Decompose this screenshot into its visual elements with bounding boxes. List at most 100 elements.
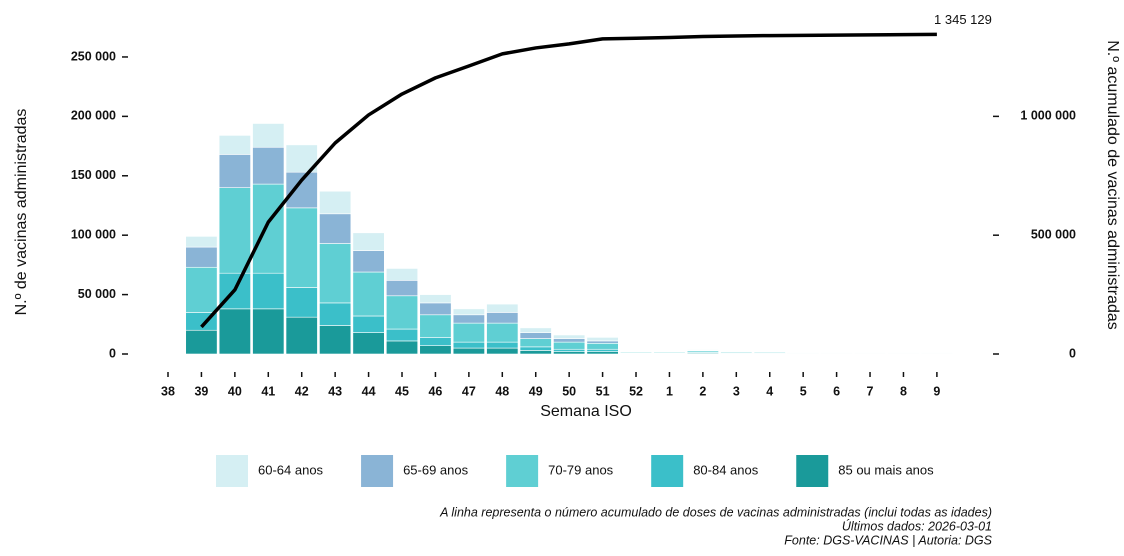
legend-swatch (506, 455, 539, 487)
bar-segment (553, 351, 586, 355)
y-tick-label: 150 000 (71, 168, 116, 182)
legend-swatch (216, 455, 248, 487)
x-tick-label: 9 (933, 384, 940, 398)
bar-segment (553, 334, 586, 339)
legend-label: 65-69 anos (403, 462, 469, 477)
bar-segment (419, 314, 452, 338)
y-tick-label: 250 000 (71, 49, 116, 63)
bar-segment (486, 341, 519, 349)
bar-segment (419, 345, 452, 355)
bar-segment (586, 340, 619, 344)
bar-segment (385, 340, 419, 355)
x-tick-label: 42 (295, 384, 309, 398)
x-tick-label: 50 (562, 384, 576, 398)
legend-label: 60-64 anos (258, 462, 324, 477)
legend-swatch (796, 455, 829, 487)
bar-segment (185, 329, 218, 355)
y-tick-label: 0 (109, 346, 116, 360)
bar-segment (185, 266, 218, 313)
bar-segment (285, 287, 318, 318)
value-label: 1 345 129 (934, 12, 992, 27)
bar-segment (486, 322, 519, 343)
bar-segment (452, 314, 485, 324)
legend-label: 80-84 anos (693, 462, 759, 477)
bar-segment (218, 187, 251, 274)
bar-segment (686, 349, 719, 351)
bar-segment (218, 154, 251, 188)
x-tick-label: 48 (495, 384, 509, 398)
bar-segment (352, 332, 385, 355)
x-tick-label: 47 (462, 384, 476, 398)
bar-segment (352, 315, 385, 333)
bar-segment (218, 308, 251, 355)
bar-segment (319, 213, 352, 244)
y2-tick-label: 1 000 000 (1020, 109, 1076, 123)
bar-segment (385, 280, 419, 297)
y-axis-label: N.º de vacinas administradas (13, 109, 30, 316)
bar-segment (185, 236, 218, 248)
bar-segment (553, 341, 586, 350)
x-tick-label: 38 (161, 384, 175, 398)
x-tick-label: 2 (699, 384, 706, 398)
x-axis-label: Semana ISO (540, 403, 632, 420)
y-tick-label: 100 000 (71, 227, 116, 241)
legend-label: 70-79 anos (548, 462, 614, 477)
x-tick-label: 39 (194, 384, 208, 398)
bar-segment (419, 302, 452, 316)
x-tick-label: 41 (261, 384, 275, 398)
bar-segment (486, 303, 519, 313)
footnote: A linha representa o número acumulado de… (439, 505, 992, 519)
x-tick-label: 52 (629, 384, 643, 398)
x-tick-label: 49 (529, 384, 543, 398)
bar-segment (519, 327, 552, 333)
legend-label: 85 ou mais anos (838, 462, 934, 477)
bar-segment (519, 350, 552, 355)
bar-segment (586, 351, 619, 355)
x-tick-label: 3 (733, 384, 740, 398)
bar-segment (218, 135, 251, 155)
x-tick-label: 6 (833, 384, 840, 398)
legend-swatch (361, 455, 394, 487)
bar-segment (586, 343, 619, 350)
bar-segment (553, 338, 586, 343)
x-tick-label: 4 (766, 384, 773, 398)
bar-segment (319, 190, 352, 215)
x-tick-label: 44 (362, 384, 376, 398)
x-tick-label: 40 (228, 384, 242, 398)
bar-segment (519, 338, 552, 348)
bar-segment (586, 348, 619, 352)
bar-segment (252, 272, 285, 310)
x-tick-label: 45 (395, 384, 409, 398)
bar-segment (319, 302, 352, 326)
bar-segment (452, 308, 485, 316)
bar-segment (452, 347, 485, 355)
bar-segment (252, 146, 285, 185)
y-tick-label: 50 000 (78, 287, 116, 301)
bar-segment (252, 183, 285, 274)
cumulative-line (200, 32, 937, 329)
bar-segment (185, 246, 218, 268)
footnote: Últimos dados: 2026-03-01 (842, 518, 992, 533)
bar-segment (285, 207, 318, 288)
bar-segment (553, 348, 586, 352)
x-tick-label: 1 (666, 384, 673, 398)
x-tick-label: 7 (867, 384, 874, 398)
bar-segment (252, 123, 285, 148)
bar-segment (319, 325, 352, 355)
x-tick-label: 51 (596, 384, 610, 398)
y-tick-label: 200 000 (71, 109, 116, 123)
x-tick-label: 5 (800, 384, 807, 398)
bar-segment (285, 316, 318, 355)
y2-axis-label: N.º acumulado de vacinas administradas (1104, 40, 1121, 330)
bar-segment (419, 337, 452, 346)
bar-segment (519, 346, 552, 351)
bar-segment (352, 232, 385, 251)
x-tick-label: 43 (328, 384, 342, 398)
y2-tick-label: 0 (1069, 346, 1076, 360)
bar-segment (519, 332, 552, 339)
bar-segment (486, 312, 519, 324)
bar-segment (452, 341, 485, 349)
bar-segment (385, 328, 419, 342)
footnote: Fonte: DGS-VACINAS | Autoria: DGS (784, 533, 992, 547)
